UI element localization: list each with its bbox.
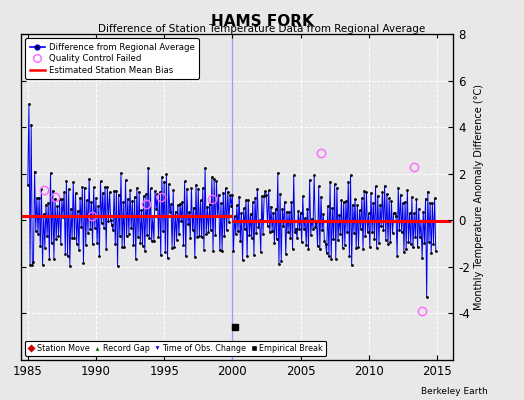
Y-axis label: Monthly Temperature Anomaly Difference (°C): Monthly Temperature Anomaly Difference (… [474, 84, 484, 310]
Text: Difference of Station Temperature Data from Regional Average: Difference of Station Temperature Data f… [99, 24, 425, 34]
Text: Berkeley Earth: Berkeley Earth [421, 387, 487, 396]
Text: HAMS FORK: HAMS FORK [211, 14, 313, 29]
Legend: Station Move, Record Gap, Time of Obs. Change, Empirical Break: Station Move, Record Gap, Time of Obs. C… [25, 340, 326, 356]
